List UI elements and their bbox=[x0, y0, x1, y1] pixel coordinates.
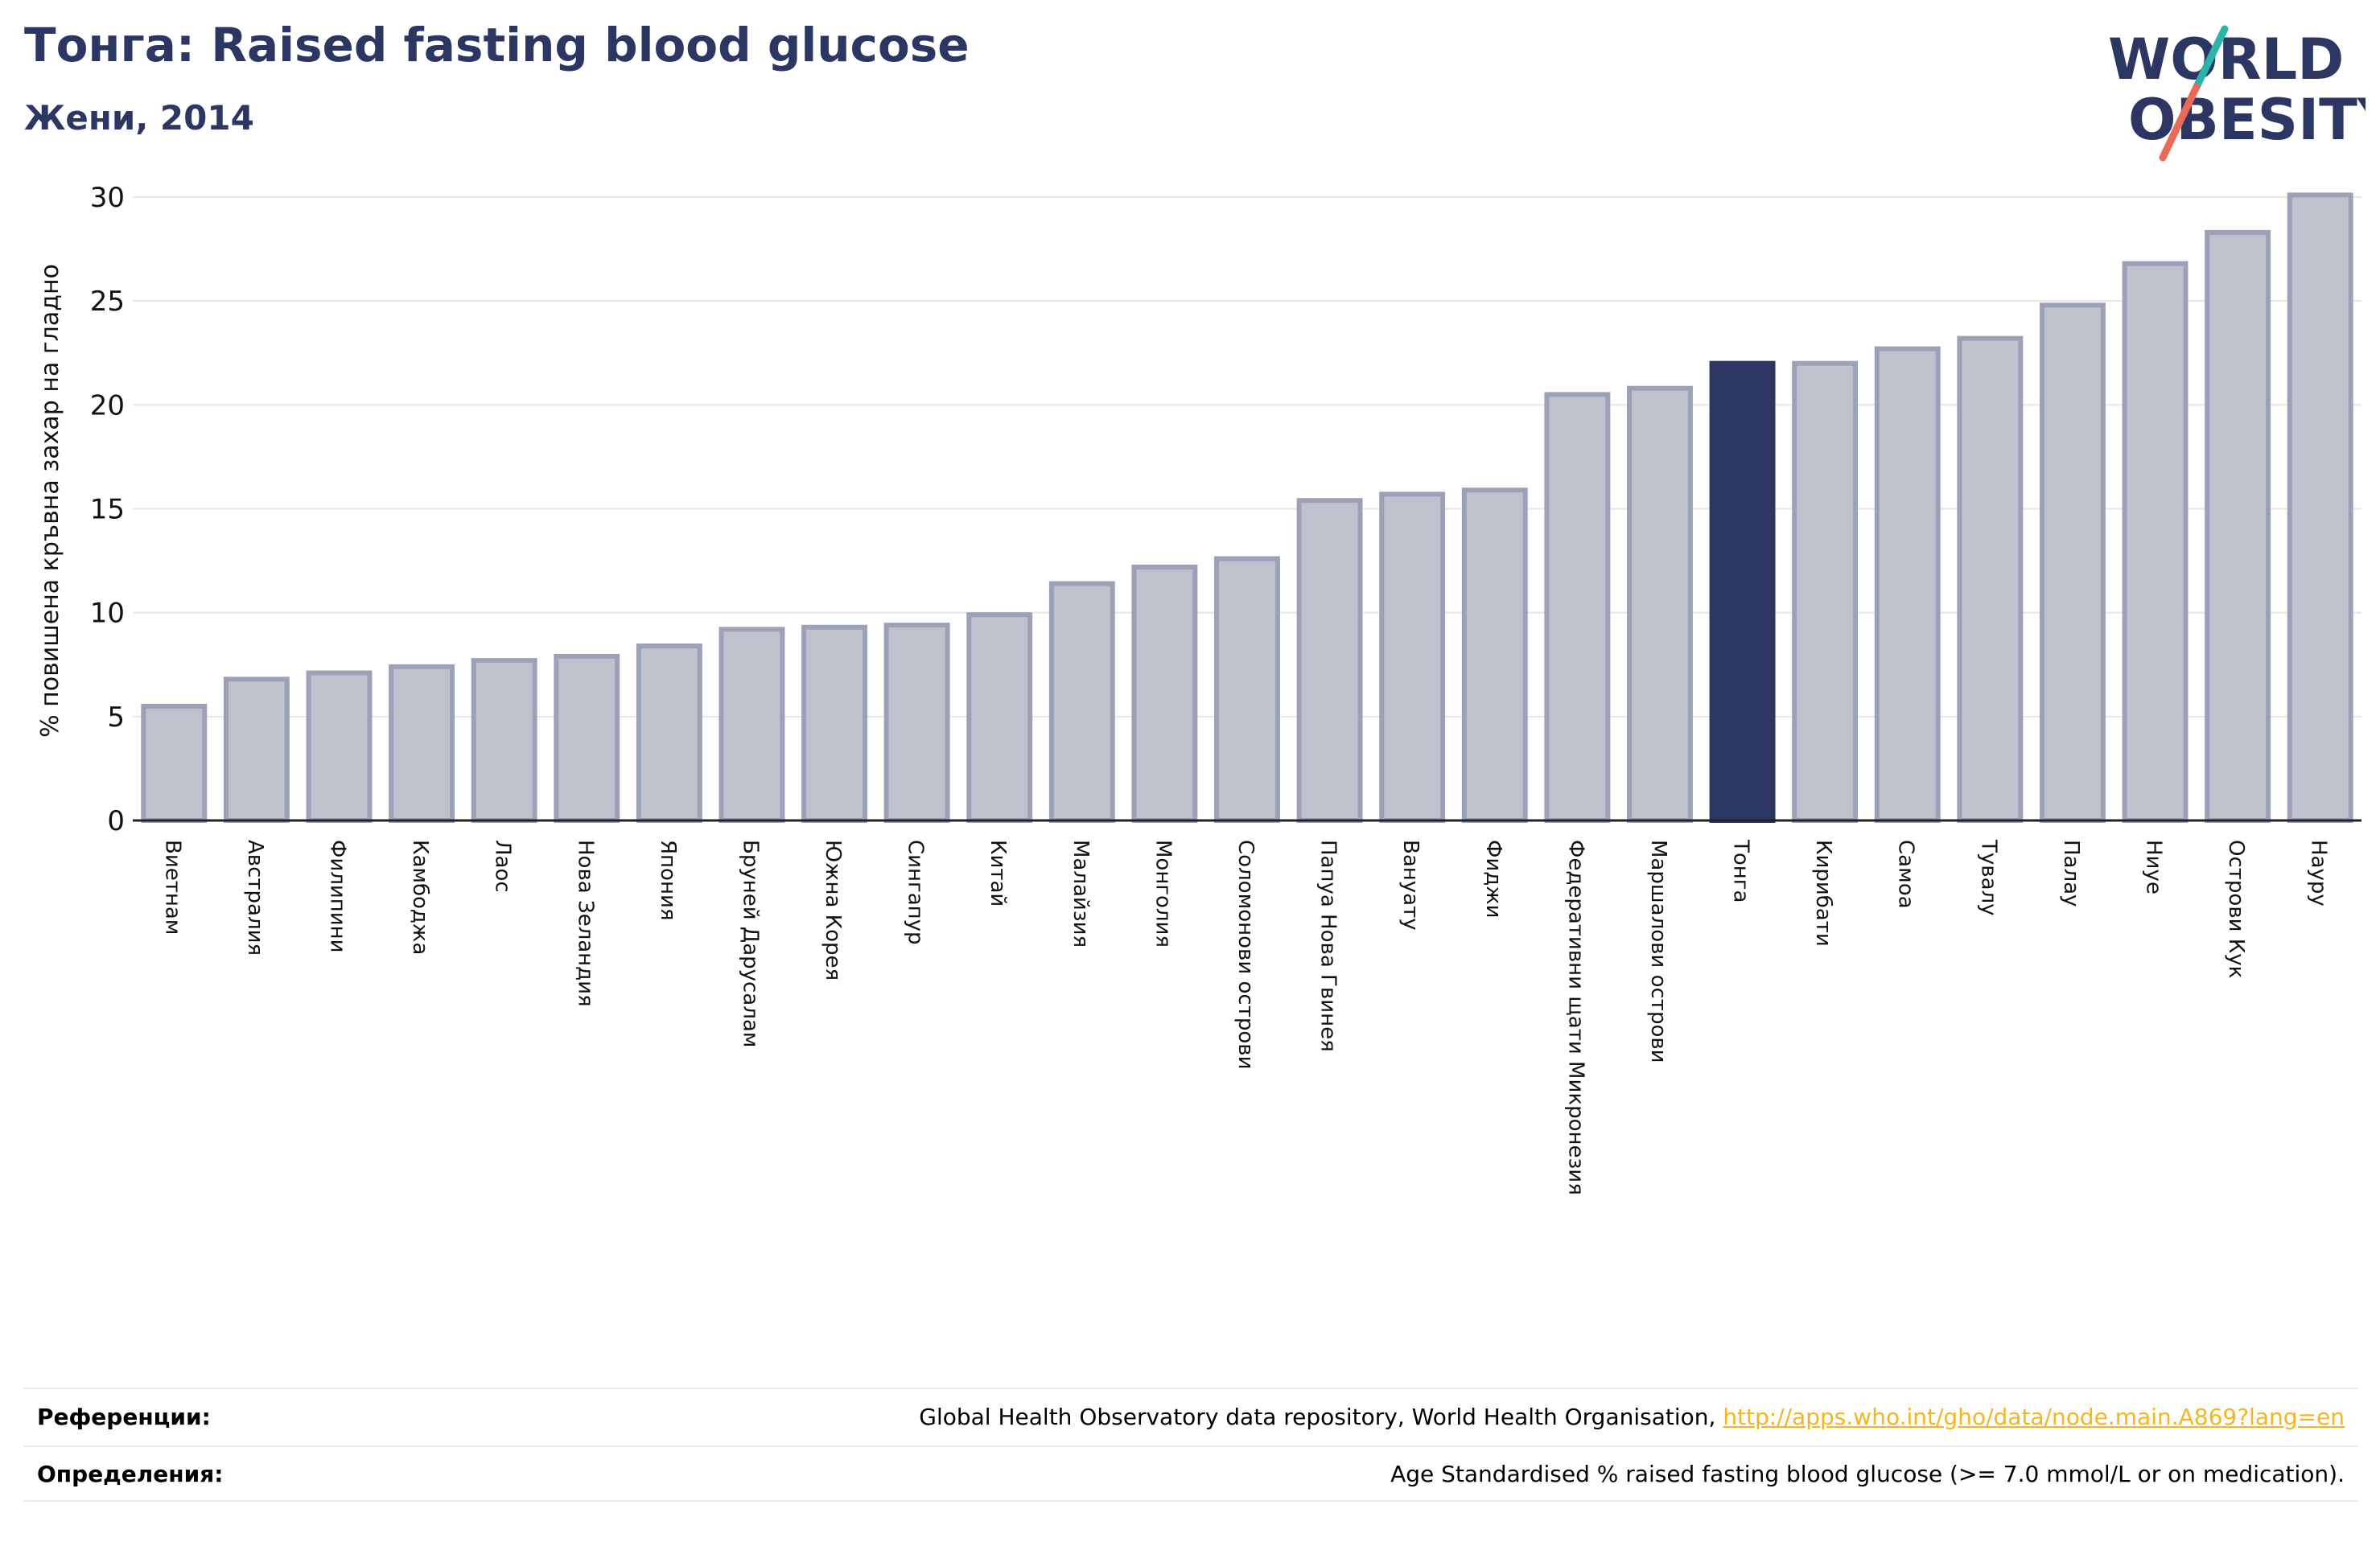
bar bbox=[223, 676, 290, 823]
x-tick-label: Виетнам bbox=[160, 840, 184, 935]
bar bbox=[719, 627, 785, 823]
x-tick-label: Ниуе bbox=[2142, 840, 2166, 894]
bar bbox=[636, 644, 702, 823]
y-tick-label: 20 bbox=[90, 389, 125, 421]
x-tick-label: Малайзия bbox=[1069, 840, 1093, 948]
x-tick-label: Федеративни щати Микронезия bbox=[1563, 840, 1587, 1195]
bar bbox=[1544, 392, 1611, 823]
bar-highlighted bbox=[1709, 360, 1776, 823]
x-tick-label: Палау bbox=[2059, 840, 2083, 907]
x-tick-label: Бруней Дарусалам bbox=[738, 840, 762, 1047]
x-tick-label: Тувалу bbox=[1976, 839, 2000, 916]
y-tick-label: 10 bbox=[90, 598, 125, 630]
definitions-label: Определения: bbox=[37, 1460, 224, 1487]
bar bbox=[1131, 564, 1198, 823]
x-tick-label: Китай bbox=[986, 840, 1010, 907]
x-tick-label: Соломонови острови bbox=[1233, 840, 1258, 1069]
bar bbox=[389, 664, 455, 823]
x-tick-label: Самоа bbox=[1894, 840, 1918, 909]
x-tick-label: Вануату bbox=[1398, 840, 1423, 931]
bar bbox=[2122, 261, 2189, 823]
bar bbox=[1957, 335, 2024, 823]
y-axis-title: % повишена кръвна захар на гладно bbox=[36, 264, 64, 738]
y-tick-label: 5 bbox=[107, 701, 125, 734]
x-tick-label: Япония bbox=[656, 840, 680, 921]
x-tick-label: Тонга bbox=[1729, 839, 1753, 903]
x-tick-label: Науру bbox=[2307, 840, 2331, 907]
bar bbox=[883, 623, 950, 824]
bar bbox=[2287, 192, 2353, 823]
y-tick-label: 30 bbox=[90, 182, 125, 214]
x-tick-label: Камбоджа bbox=[408, 840, 432, 955]
page-title: Тонга: Raised fasting blood glucose bbox=[24, 18, 970, 72]
x-tick-label: Лаос bbox=[491, 840, 515, 893]
x-tick-label: Южна Корея bbox=[821, 840, 845, 981]
y-tick-label: 0 bbox=[107, 805, 125, 837]
bar bbox=[801, 624, 867, 823]
y-tick-label: 25 bbox=[90, 286, 125, 318]
bar bbox=[1379, 491, 1446, 824]
references-value: Global Health Observatory data repositor… bbox=[919, 1404, 2345, 1430]
logo-line1: WORLD bbox=[2108, 27, 2344, 93]
references-label: Референции: bbox=[37, 1403, 211, 1430]
x-tick-label: Нова Зеландия bbox=[573, 840, 597, 1007]
x-tick-label: Маршалови острови bbox=[1646, 840, 1670, 1063]
bar bbox=[141, 703, 208, 824]
labels: 0 5 10 15 20 25 30 Виетнам Австралия Филипини Камб… bbox=[90, 182, 2331, 1195]
bar-chart: 0 5 10 15 20 25 30 Виетнам Австралия Филипини Камб… bbox=[36, 182, 2361, 1195]
bar bbox=[1627, 385, 1693, 823]
x-tick-label: Кирибати bbox=[1811, 840, 1835, 947]
logo-slash-top bbox=[2193, 25, 2229, 91]
x-tick-label: Сингапур bbox=[904, 840, 928, 945]
x-tick-label: Острови Кук bbox=[2224, 840, 2248, 978]
bar bbox=[554, 653, 620, 824]
bar bbox=[1792, 360, 1859, 823]
bar bbox=[1214, 556, 1280, 823]
references-row: Референции: Global Health Observatory da… bbox=[24, 1388, 2357, 1444]
bar bbox=[1296, 498, 1363, 824]
bar bbox=[306, 670, 373, 823]
page-subtitle: Жени, 2014 bbox=[24, 98, 254, 138]
definitions-row: Определения: Age Standardised % raised f… bbox=[24, 1445, 2357, 1502]
x-tick-label: Филипини bbox=[325, 840, 349, 953]
y-tick-label: 15 bbox=[90, 494, 125, 526]
world-obesity-logo: WORLD OBESITY bbox=[2108, 25, 2366, 162]
bar bbox=[1461, 487, 1528, 823]
references-link[interactable]: http://apps.who.int/gho/data/node.main.A… bbox=[1723, 1403, 2345, 1430]
bar bbox=[471, 658, 537, 823]
bar bbox=[966, 612, 1033, 823]
bar bbox=[2205, 229, 2271, 823]
bars bbox=[141, 192, 2353, 824]
x-tick-label: Монголия bbox=[1151, 840, 1175, 948]
x-tick-label: Австралия bbox=[243, 840, 267, 956]
x-tick-label: Фиджи bbox=[1481, 840, 1505, 919]
bar bbox=[1048, 581, 1115, 823]
x-tick-label: Папуа Нова Гвинея bbox=[1316, 840, 1340, 1052]
bar bbox=[2039, 302, 2106, 824]
definitions-text: Age Standardised % raised fasting blood … bbox=[1390, 1460, 2345, 1487]
logo-slash-bottom bbox=[2159, 83, 2201, 162]
references-text: Global Health Observatory data repositor… bbox=[919, 1403, 1723, 1430]
bar bbox=[1874, 346, 1941, 824]
